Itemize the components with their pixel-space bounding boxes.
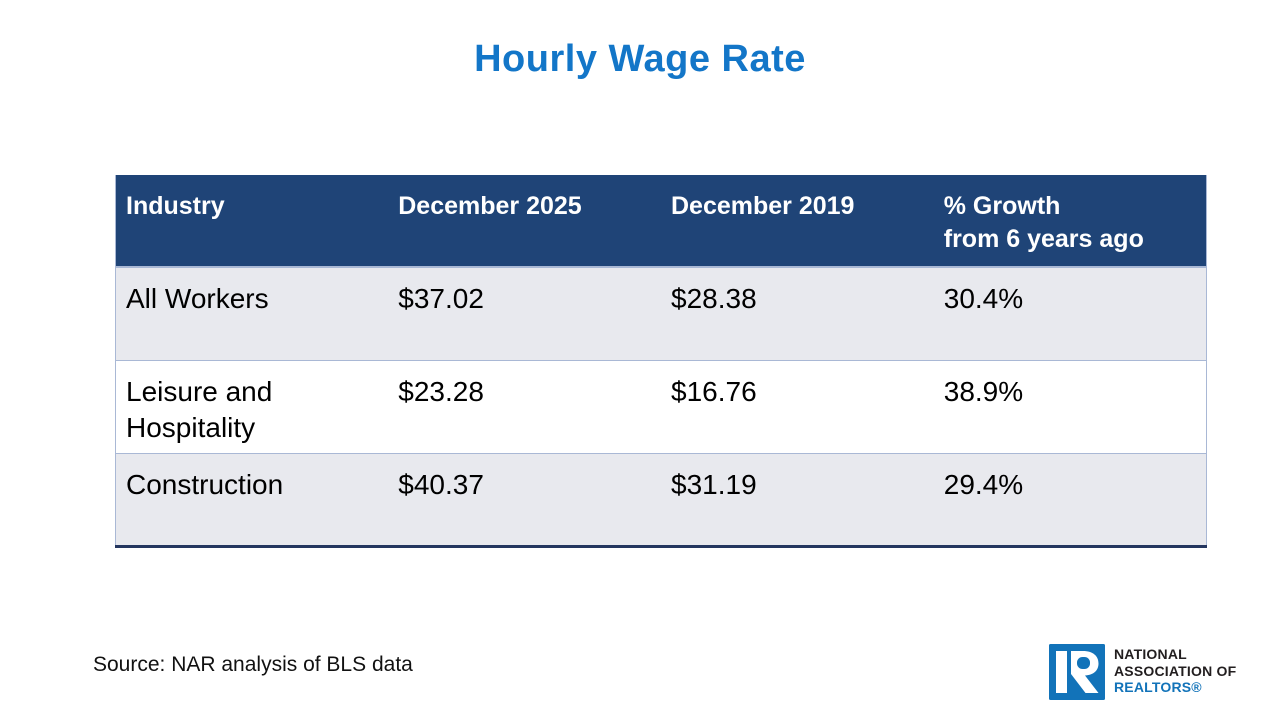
table-header-row: Industry December 2025 December 2019 % G… xyxy=(115,175,1207,267)
column-header-growth: % Growth from 6 years ago xyxy=(933,175,1207,267)
page-title: Hourly Wage Rate xyxy=(474,38,806,80)
table-row-construction: Construction $40.37 $31.19 29.4% xyxy=(115,453,1207,546)
logo-line-association: ASSOCIATION OF xyxy=(1114,662,1237,679)
column-header-industry: Industry xyxy=(115,175,389,267)
cell-growth: 38.9% xyxy=(943,375,1024,407)
cell-dec-2025: $23.28 xyxy=(398,375,484,407)
cell-growth: 30.4% xyxy=(943,283,1024,314)
nar-logo: NATIONAL ASSOCIATION OF REALTORS® xyxy=(1049,644,1236,700)
cell-dec-2025: $37.02 xyxy=(398,283,484,314)
cell-industry: Construction xyxy=(126,468,284,500)
column-header-dec-2019: December 2019 xyxy=(661,175,934,267)
table-row-all-workers: All Workers $37.02 $28.38 30.4% xyxy=(115,267,1207,360)
cell-growth: 29.4% xyxy=(943,468,1024,500)
cell-dec-2019: $31.19 xyxy=(671,468,757,500)
logo-line-national: NATIONAL xyxy=(1114,646,1187,662)
nar-logo-text: NATIONAL ASSOCIATION OF REALTORS® xyxy=(1114,644,1236,696)
cell-industry: Leisure and Hospitality xyxy=(126,375,273,443)
cell-dec-2019: $28.38 xyxy=(671,283,757,314)
table-row-leisure-hospitality: Leisure and Hospitality $23.28 $16.76 38… xyxy=(115,360,1207,453)
source-note: Source: NAR analysis of BLS data xyxy=(93,653,413,676)
column-header-dec-2025: December 2025 xyxy=(388,175,661,267)
cell-industry: All Workers xyxy=(126,283,269,314)
wage-table: Industry December 2025 December 2019 % G… xyxy=(115,175,1207,548)
cell-dec-2019: $16.76 xyxy=(671,375,757,407)
logo-line-realtors: REALTORS® xyxy=(1114,679,1202,696)
nar-r-logo-icon xyxy=(1049,644,1105,700)
cell-dec-2025: $40.37 xyxy=(398,468,484,500)
